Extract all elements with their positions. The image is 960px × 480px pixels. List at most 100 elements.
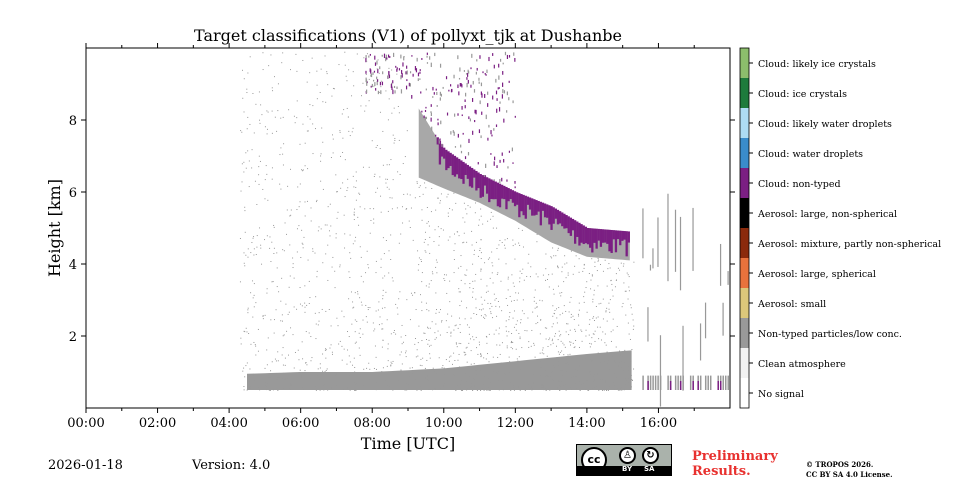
speckle-pixel (540, 319, 542, 321)
speckle-pixel (304, 215, 306, 217)
streak-pixel (424, 116, 426, 121)
speckle-pixel (460, 343, 462, 345)
speckle-pixel (465, 381, 467, 383)
streak-pixel (478, 77, 480, 81)
speckle-pixel (280, 188, 282, 190)
cloud-top-strip (481, 175, 485, 197)
speckle-pixel (352, 127, 354, 129)
speckle-pixel (523, 313, 525, 315)
speckle-pixel (348, 298, 350, 300)
speckle-pixel (282, 347, 284, 349)
streak-pixel (474, 109, 476, 114)
streak-pixel (450, 131, 452, 135)
speckle-pixel (495, 305, 497, 307)
streak-pixel (403, 56, 405, 61)
speckle-pixel (612, 329, 614, 331)
speckle-pixel (547, 375, 549, 377)
speckle-pixel (477, 368, 479, 370)
speckle-pixel (307, 168, 309, 170)
streak-pixel (514, 115, 516, 118)
late-lowcloud-column (669, 381, 672, 390)
streak-pixel (388, 74, 391, 79)
speckle-pixel (530, 345, 532, 347)
speckle-pixel (560, 295, 562, 297)
speckle-pixel (320, 153, 322, 155)
speckle-pixel (519, 387, 521, 389)
speckle-pixel (540, 367, 542, 369)
cloud-top-strip (595, 228, 598, 249)
speckle-pixel (614, 352, 616, 354)
speckle-pixel (307, 386, 309, 388)
speckle-pixel (540, 319, 542, 321)
speckle-pixel (447, 212, 449, 214)
streak-pixel (369, 68, 371, 72)
speckle-pixel (290, 209, 292, 211)
speckle-pixel (311, 57, 313, 59)
speckle-pixel (472, 389, 474, 391)
speckle-pixel (420, 260, 422, 262)
speckle-pixel (480, 239, 482, 241)
speckle-pixel (335, 174, 337, 176)
speckle-pixel (259, 160, 261, 162)
speckle-pixel (293, 367, 295, 369)
speckle-pixel (506, 238, 508, 240)
speckle-pixel (628, 290, 630, 292)
speckle-pixel (497, 379, 499, 381)
speckle-pixel (260, 104, 262, 106)
speckle-pixel (281, 314, 283, 316)
speckle-pixel (455, 342, 457, 344)
speckle-pixel (578, 302, 580, 304)
speckle-pixel (566, 262, 568, 264)
streak-pixel (502, 71, 504, 75)
speckle-pixel (454, 233, 456, 235)
speckle-pixel (610, 279, 612, 281)
speckle-pixel (508, 363, 510, 365)
speckle-pixel (318, 320, 320, 322)
speckle-pixel (486, 342, 488, 344)
speckle-pixel (378, 324, 380, 326)
speckle-pixel (310, 207, 312, 209)
speckle-pixel (609, 355, 611, 357)
speckle-pixel (293, 115, 295, 117)
streak-pixel (387, 75, 389, 80)
speckle-pixel (369, 379, 371, 381)
speckle-pixel (377, 59, 379, 61)
share-alike-icon: ↻ (642, 447, 659, 464)
speckle-pixel (453, 329, 455, 331)
speckle-pixel (301, 341, 303, 343)
speckle-pixel (381, 307, 383, 309)
speckle-pixel (393, 142, 395, 144)
speckle-pixel (625, 290, 627, 292)
cloud-top-strip (574, 220, 577, 244)
speckle-pixel (536, 306, 538, 308)
cloud-top-strip (513, 191, 517, 207)
speckle-pixel (487, 290, 489, 292)
speckle-pixel (481, 377, 483, 379)
speckle-pixel (493, 371, 495, 373)
speckle-pixel (553, 293, 555, 295)
speckle-pixel (618, 364, 620, 366)
legend-swatch (740, 168, 749, 198)
speckle-pixel (535, 273, 537, 275)
speckle-pixel (482, 308, 484, 310)
speckle-pixel (419, 196, 421, 198)
speckle-pixel (354, 389, 356, 391)
streak-pixel (372, 72, 374, 75)
speckle-pixel (353, 219, 355, 221)
late-bl-column (674, 375, 677, 390)
streak-pixel (512, 162, 514, 164)
speckle-pixel (604, 259, 606, 261)
streak-pixel (377, 79, 379, 82)
speckle-pixel (406, 299, 408, 301)
speckle-pixel (616, 325, 618, 327)
speckle-pixel (269, 376, 271, 378)
speckle-pixel (380, 211, 382, 213)
speckle-pixel (446, 292, 448, 294)
speckle-pixel (548, 286, 550, 288)
speckle-pixel (354, 292, 356, 294)
speckle-pixel (247, 150, 249, 152)
streak-pixel (514, 186, 516, 189)
speckle-pixel (329, 235, 331, 237)
speckle-pixel (302, 386, 304, 388)
speckle-pixel (270, 370, 272, 372)
